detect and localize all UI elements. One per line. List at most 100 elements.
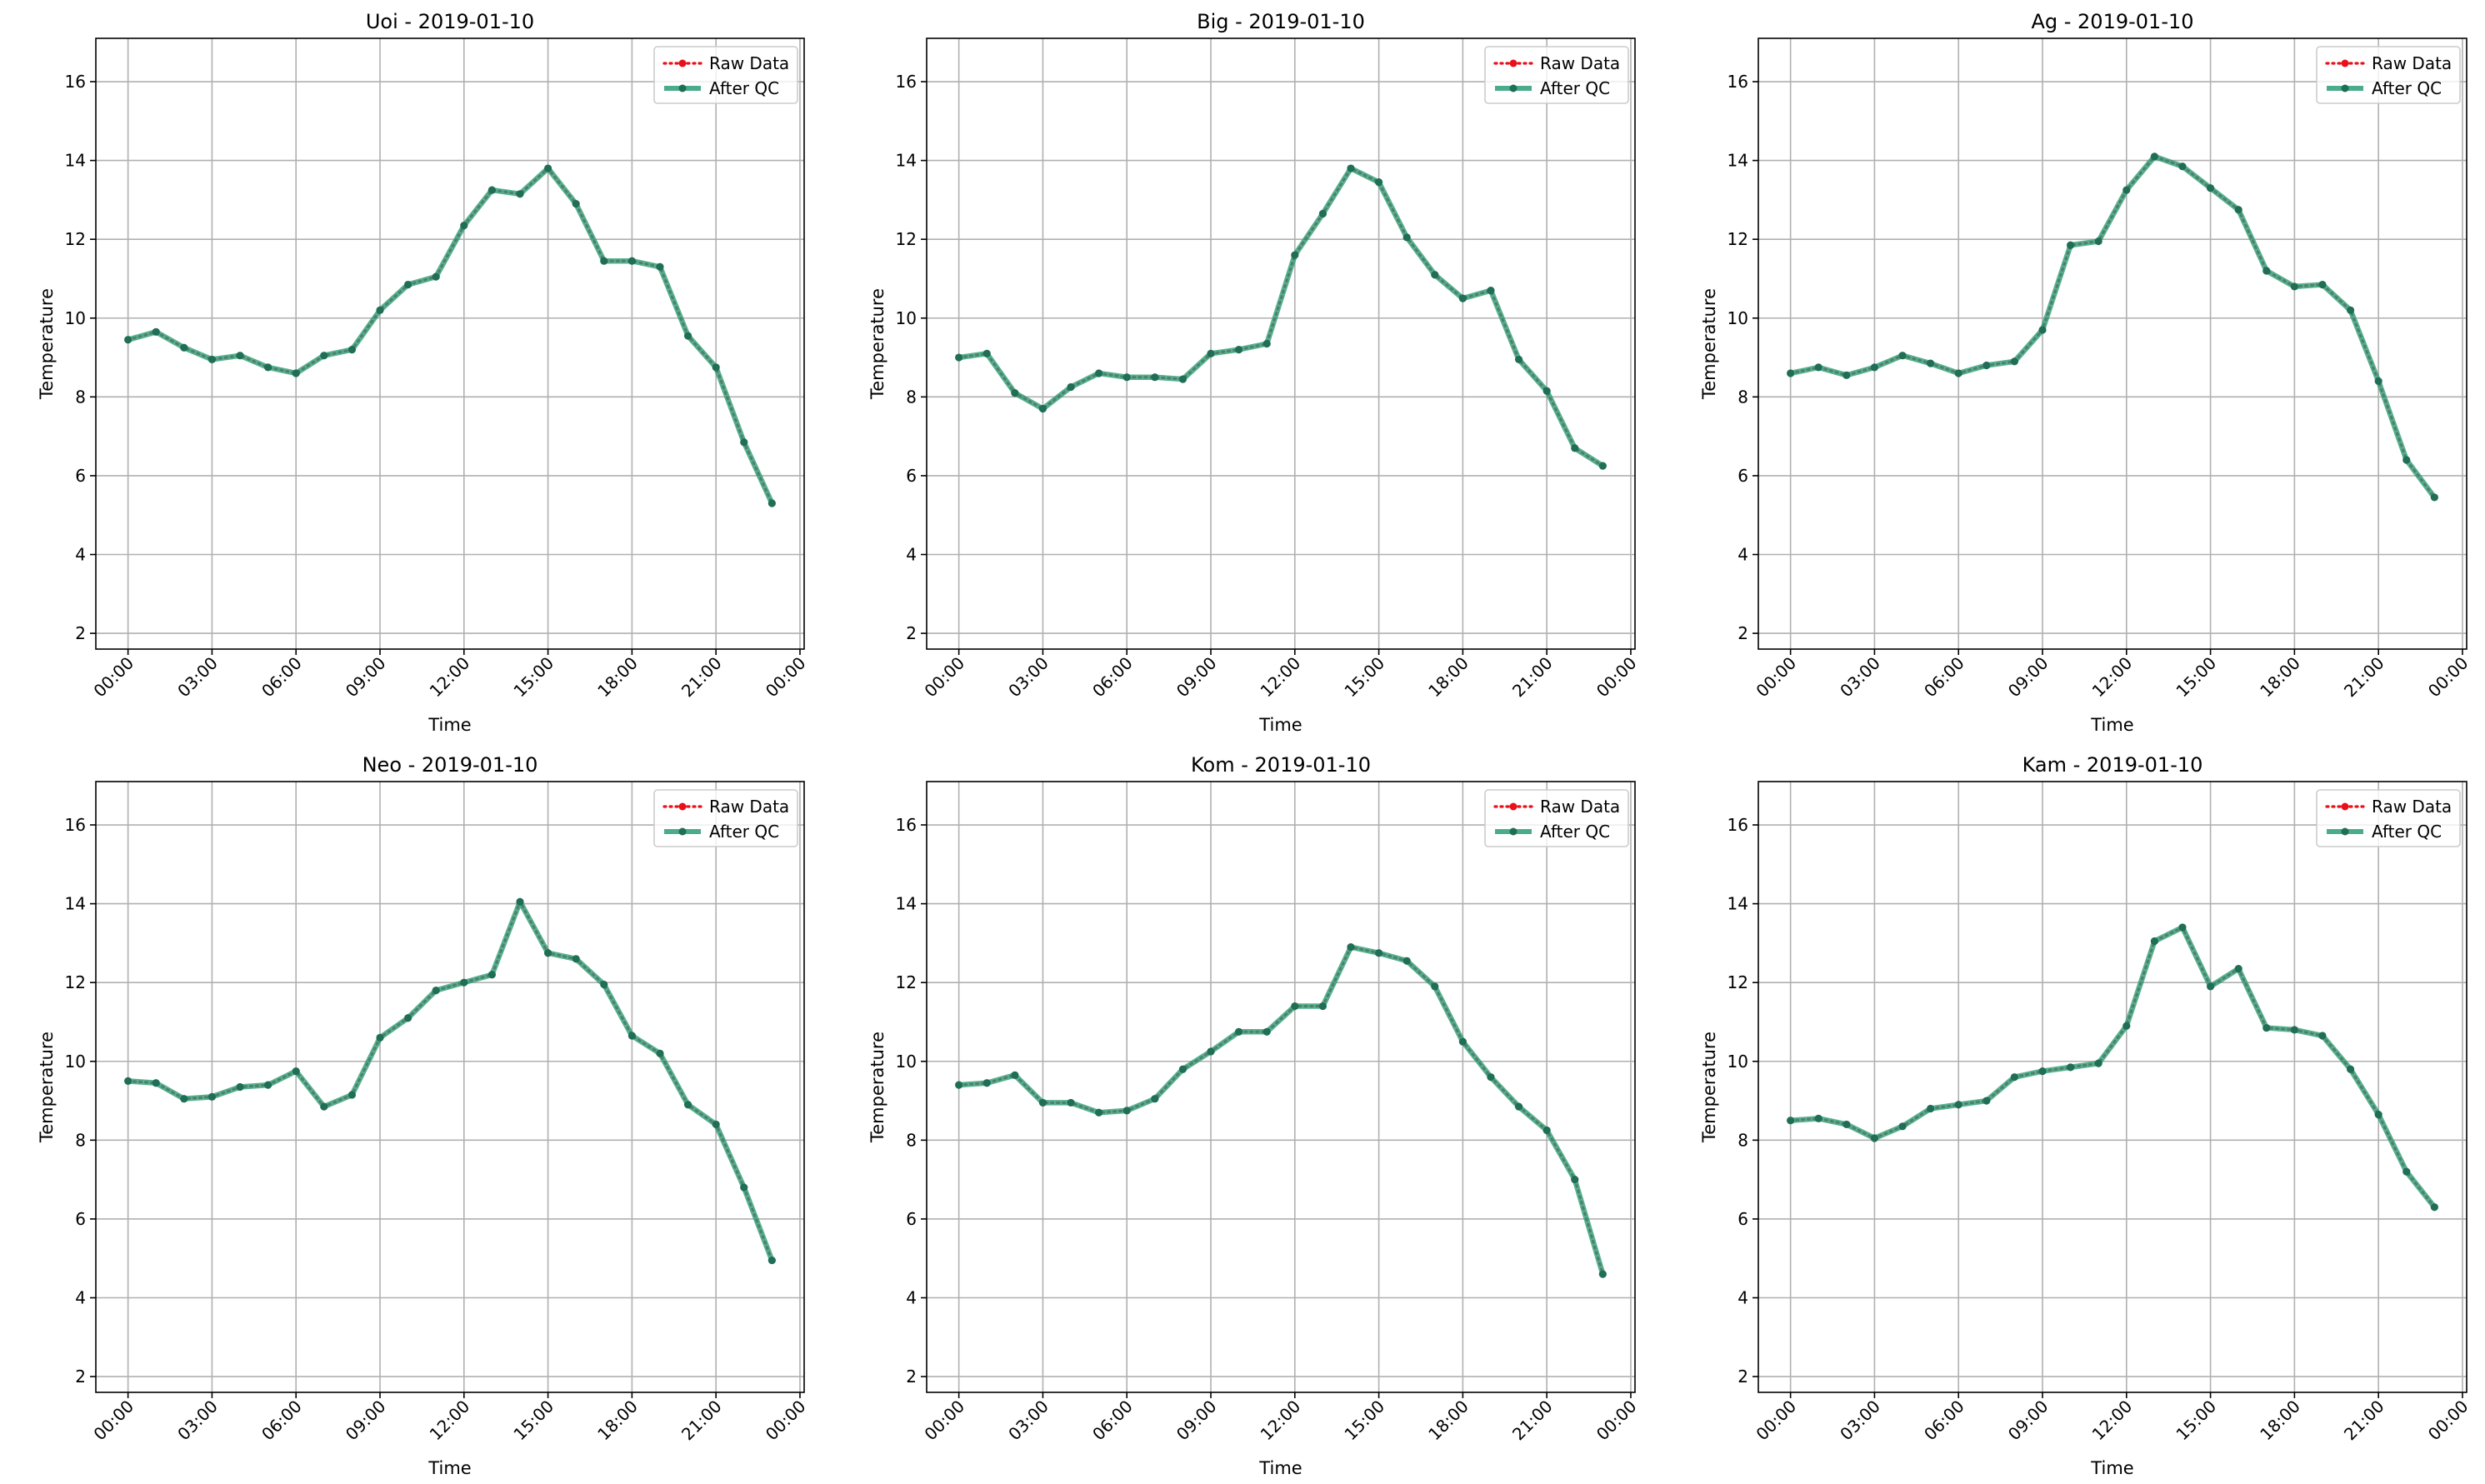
after-qc-point xyxy=(292,1067,300,1076)
chart-panel: Uoi - 2019-01-10 2 4 6 8 10 12 14 16 00:00 03:00 06… xyxy=(37,10,809,735)
x-tick-label: 03:00 xyxy=(173,1397,222,1445)
after-qc-point xyxy=(2234,965,2242,973)
x-tick-label: 15:00 xyxy=(509,653,558,702)
x-tick-label: 21:00 xyxy=(2340,1397,2388,1445)
x-tick-label: 03:00 xyxy=(1004,1397,1052,1445)
legend: Raw Data After QC xyxy=(1484,789,1629,847)
x-tick-label: 21:00 xyxy=(1508,1397,1557,1445)
y-tick-label: 4 xyxy=(75,1288,86,1308)
x-tick-label: 03:00 xyxy=(1836,653,1884,702)
x-tick-label: 18:00 xyxy=(1424,653,1472,702)
y-tick-label: 12 xyxy=(65,972,86,992)
after-qc-point xyxy=(1151,373,1159,382)
after-qc-line xyxy=(128,898,775,1262)
after-qc-point xyxy=(1814,363,1822,372)
after-qc-point xyxy=(320,1102,328,1111)
after-qc-point xyxy=(982,1079,991,1087)
x-tick-label: 15:00 xyxy=(1340,653,1388,702)
x-tick-label: 15:00 xyxy=(2172,653,2220,702)
y-tick-label: 14 xyxy=(896,894,917,914)
after-qc-point xyxy=(740,438,748,447)
after-qc-point xyxy=(320,352,328,360)
x-tick-label: 21:00 xyxy=(678,1397,726,1445)
legend-label-qc: After QC xyxy=(709,822,779,842)
chart-title: Big - 2019-01-10 xyxy=(1197,10,1365,33)
after-qc-point xyxy=(292,369,300,377)
x-tick-label: 09:00 xyxy=(2004,1397,2052,1445)
y-tick-label: 16 xyxy=(65,815,86,835)
after-qc-point xyxy=(2374,377,2382,386)
after-qc-point xyxy=(1318,1002,1327,1011)
after-qc-point xyxy=(348,1091,357,1099)
after-qc-point xyxy=(2038,1067,2047,1076)
grid xyxy=(927,38,1635,649)
y-tick-label: 8 xyxy=(906,387,917,407)
after-qc-point xyxy=(1431,271,1439,279)
after-qc-point xyxy=(2206,184,2215,192)
after-qc-point xyxy=(1571,1176,1579,1184)
grid xyxy=(927,782,1635,1392)
after-qc-point xyxy=(1374,178,1383,187)
after-qc-point xyxy=(432,272,440,281)
y-tick-label: 6 xyxy=(1738,466,1748,486)
y-tick-label: 16 xyxy=(896,815,917,835)
x-tick-label: 18:00 xyxy=(1424,1397,1472,1445)
x-axis-label: Time xyxy=(1258,1458,1302,1478)
y-tick-label: 6 xyxy=(906,1209,917,1229)
after-qc-line xyxy=(1789,153,2437,499)
legend-label-raw: Raw Data xyxy=(709,53,789,73)
y-tick-label: 4 xyxy=(75,545,86,565)
y-tick-label: 2 xyxy=(75,1367,86,1387)
after-qc-point xyxy=(572,200,580,208)
y-tick-label: 8 xyxy=(906,1130,917,1150)
after-qc-point xyxy=(180,343,188,352)
chart-title: Kam - 2019-01-10 xyxy=(2022,753,2203,777)
after-qc-point xyxy=(460,222,468,230)
y-tick-label: 16 xyxy=(1728,72,1748,92)
after-qc-point xyxy=(543,164,552,172)
raw-data-line xyxy=(127,166,773,505)
x-tick-label: 15:00 xyxy=(2172,1397,2220,1445)
after-qc-point xyxy=(1927,359,1935,367)
y-tick-label: 10 xyxy=(896,1052,917,1072)
x-tick-label: 00:00 xyxy=(1752,1397,1800,1445)
x-tick-label: 00:00 xyxy=(89,1397,138,1445)
x-axis-label: Time xyxy=(1258,715,1302,735)
y-tick-label: 12 xyxy=(1728,972,1748,992)
x-tick-label: 00:00 xyxy=(2424,1397,2472,1445)
y-tick-label: 8 xyxy=(75,1130,86,1150)
y-tick-label: 12 xyxy=(896,972,917,992)
after-qc-point xyxy=(1842,371,1851,379)
after-qc-point xyxy=(1898,1122,1907,1131)
y-axis-label: Temperature xyxy=(37,1032,57,1143)
x-tick-label: 12:00 xyxy=(2088,1397,2137,1445)
after-qc-point xyxy=(2402,456,2411,464)
after-qc-point xyxy=(1207,349,1215,357)
after-qc-point xyxy=(2206,982,2215,991)
x-tick-label: 06:00 xyxy=(258,1397,306,1445)
after-qc-point xyxy=(2178,162,2187,171)
plot-frame xyxy=(1758,37,2468,650)
after-qc-point xyxy=(1262,1027,1271,1036)
x-tick-label: 00:00 xyxy=(1592,1397,1641,1445)
chart-panel: Big - 2019-01-10 2 4 6 8 10 12 14 16 00:00 03:00 06… xyxy=(868,10,1640,735)
after-qc-point xyxy=(460,978,468,987)
x-tick-label: 21:00 xyxy=(2340,653,2388,702)
y-tick-label: 10 xyxy=(65,308,86,328)
x-tick-label: 06:00 xyxy=(1920,653,1968,702)
after-qc-point xyxy=(683,1101,692,1109)
x-tick-label: 00:00 xyxy=(920,653,968,702)
y-tick-label: 14 xyxy=(896,151,917,171)
x-tick-label: 12:00 xyxy=(426,653,474,702)
x-tick-label: 09:00 xyxy=(342,1397,390,1445)
after-qc-point xyxy=(712,1120,720,1129)
legend-marker-raw xyxy=(2341,802,2349,811)
y-tick-label: 12 xyxy=(65,229,86,249)
after-qc-point xyxy=(2010,357,2019,366)
x-tick-label: 09:00 xyxy=(342,653,390,702)
chart-panel: Kam - 2019-01-10 2 4 6 8 10 12 14 16 00:00 03:00 06… xyxy=(1699,753,2472,1478)
after-qc-point xyxy=(1374,949,1383,957)
after-qc-point xyxy=(1402,233,1411,242)
after-qc-line xyxy=(127,165,775,505)
y-axis-label: Temperature xyxy=(1699,1032,1719,1143)
